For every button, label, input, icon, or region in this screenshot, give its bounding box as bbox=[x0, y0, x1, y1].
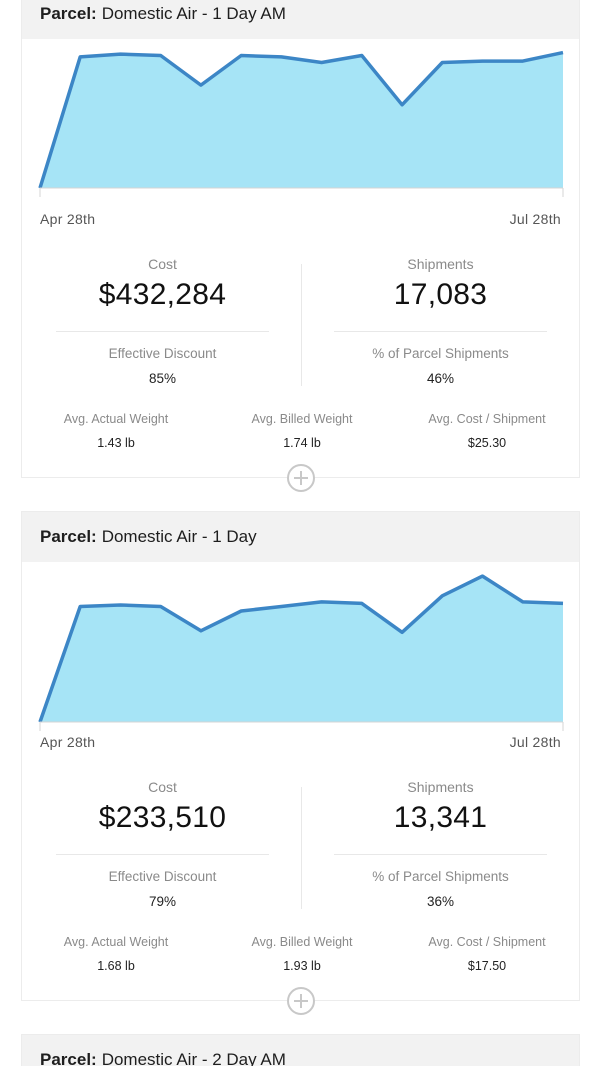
cost-stat: Cost $233,510 bbox=[56, 779, 269, 835]
shipments-label: Shipments bbox=[407, 779, 474, 795]
actual-weight-stat: Avg. Actual Weight 1.68 lb bbox=[36, 935, 196, 973]
pct-shipments-stat: % of Parcel Shipments 46% bbox=[334, 346, 547, 386]
cost-per-shipment-value: $25.30 bbox=[467, 436, 507, 450]
service-card: Parcel: Domestic Air - 1 Day AM Apr 28th… bbox=[21, 0, 580, 478]
service-card: Parcel: Domestic Air - 2 Day AM bbox=[21, 1034, 580, 1066]
pct-shipments-value: 46% bbox=[426, 371, 455, 386]
actual-weight-label: Avg. Actual Weight bbox=[63, 412, 169, 426]
cost-per-shipment-stat: Avg. Cost / Shipment $17.50 bbox=[407, 935, 567, 973]
discount-stat: Effective Discount 85% bbox=[56, 346, 269, 386]
cost-per-shipment-label: Avg. Cost / Shipment bbox=[428, 412, 546, 426]
trend-chart bbox=[22, 562, 581, 752]
billed-weight-stat: Avg. Billed Weight 1.74 lb bbox=[222, 412, 382, 450]
trend-chart-svg bbox=[38, 50, 564, 197]
cost-value: $233,510 bbox=[98, 801, 227, 834]
shipments-value: 17,083 bbox=[393, 278, 488, 311]
x-axis-end-label: Jul 28th bbox=[509, 734, 561, 750]
pct-shipments-stat: % of Parcel Shipments 36% bbox=[334, 869, 547, 909]
discount-value: 79% bbox=[148, 894, 177, 909]
card-kind: Parcel: bbox=[40, 527, 97, 546]
billed-weight-label: Avg. Billed Weight bbox=[251, 412, 353, 426]
service-card: Parcel: Domestic Air - 1 Day Apr 28th Ju… bbox=[21, 511, 580, 1001]
cost-per-shipment-value: $17.50 bbox=[467, 959, 507, 973]
cost-label: Cost bbox=[148, 256, 177, 272]
cost-label: Cost bbox=[148, 779, 177, 795]
x-axis-end-label: Jul 28th bbox=[509, 211, 561, 227]
discount-value: 85% bbox=[148, 371, 177, 386]
cost-value: $432,284 bbox=[98, 278, 227, 311]
actual-weight-value: 1.68 lb bbox=[97, 959, 135, 973]
trend-chart bbox=[22, 39, 581, 229]
expand-plus-icon[interactable] bbox=[287, 464, 315, 492]
trend-area bbox=[40, 52, 563, 188]
actual-weight-value: 1.43 lb bbox=[97, 436, 135, 450]
trend-line bbox=[38, 574, 564, 723]
billed-weight-value: 1.74 lb bbox=[283, 436, 321, 450]
card-header: Parcel: Domestic Air - 1 Day bbox=[22, 512, 579, 562]
actual-weight-label: Avg. Actual Weight bbox=[63, 935, 169, 949]
billed-weight-value: 1.93 lb bbox=[283, 959, 321, 973]
actual-weight-stat: Avg. Actual Weight 1.43 lb bbox=[36, 412, 196, 450]
divider bbox=[334, 854, 547, 855]
cost-per-shipment-stat: Avg. Cost / Shipment $25.30 bbox=[407, 412, 567, 450]
pct-shipments-value: 36% bbox=[426, 894, 455, 909]
card-service-name: Domestic Air - 2 Day AM bbox=[101, 1050, 286, 1066]
card-header: Parcel: Domestic Air - 1 Day AM bbox=[22, 0, 579, 39]
card-header: Parcel: Domestic Air - 2 Day AM bbox=[22, 1035, 579, 1066]
x-axis-start-label: Apr 28th bbox=[40, 211, 96, 227]
billed-weight-label: Avg. Billed Weight bbox=[251, 935, 353, 949]
card-service-name: Domestic Air - 1 Day bbox=[101, 527, 257, 546]
trend-line bbox=[38, 50, 564, 189]
column-divider bbox=[301, 264, 302, 386]
discount-label: Effective Discount bbox=[108, 869, 217, 884]
cost-stat: Cost $432,284 bbox=[56, 256, 269, 312]
column-divider bbox=[301, 787, 302, 909]
x-axis-start-label: Apr 28th bbox=[40, 734, 96, 750]
discount-stat: Effective Discount 79% bbox=[56, 869, 269, 909]
card-kind: Parcel: bbox=[40, 4, 97, 23]
shipments-stat: Shipments 17,083 bbox=[334, 256, 547, 312]
divider bbox=[334, 331, 547, 332]
divider bbox=[56, 854, 269, 855]
billed-weight-stat: Avg. Billed Weight 1.93 lb bbox=[222, 935, 382, 973]
expand-plus-icon[interactable] bbox=[287, 987, 315, 1015]
divider bbox=[56, 331, 269, 332]
card-service-name: Domestic Air - 1 Day AM bbox=[101, 4, 286, 23]
discount-label: Effective Discount bbox=[108, 346, 217, 361]
cost-per-shipment-label: Avg. Cost / Shipment bbox=[428, 935, 546, 949]
shipments-stat: Shipments 13,341 bbox=[334, 779, 547, 835]
shipments-label: Shipments bbox=[407, 256, 474, 272]
trend-area bbox=[40, 576, 563, 722]
card-kind: Parcel: bbox=[40, 1050, 97, 1066]
shipments-value: 13,341 bbox=[393, 801, 488, 834]
trend-chart-svg bbox=[38, 574, 564, 731]
pct-shipments-label: % of Parcel Shipments bbox=[372, 346, 509, 361]
pct-shipments-label: % of Parcel Shipments bbox=[372, 869, 509, 884]
